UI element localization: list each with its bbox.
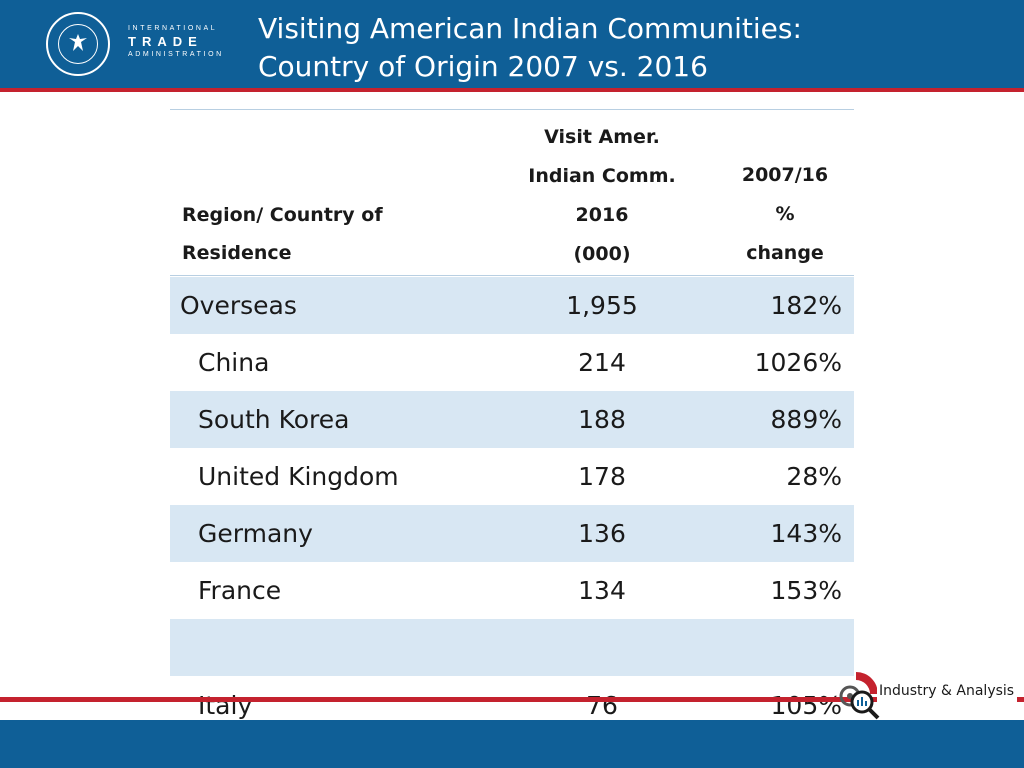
header-change-line: % [775,203,795,225]
page-title-line: Country of Origin 2007 vs. 2016 [258,50,708,83]
ita-wordmark-line: INTERNATIONAL [128,25,218,32]
industry-analysis-gear-magnifier-icon [839,672,880,720]
header-visits-line: (000) [573,243,631,265]
header-region-line: Region/ Country of [182,204,383,226]
cell-visits: 76 [586,691,618,720]
header-change: 2007/16 % change [718,156,852,273]
cell-visits: 178 [578,462,626,491]
header-accent-line [0,88,1024,92]
table-row: Italy 76 105% [170,677,854,734]
cell-region: Italy [198,691,253,720]
cell-region: China [198,348,270,377]
header-bar [0,0,1024,88]
page-title-line: Visiting American Indian Communities: [258,12,802,45]
cell-visits: 134 [578,576,626,605]
industry-analysis-brand-text: Industry & Analysis [877,680,1017,702]
table-header: Region/ Country of Residence Visit Amer.… [170,110,854,276]
cell-region: South Korea [198,405,350,434]
eagle-icon [69,34,87,51]
table-row: China 214 1026% [170,334,854,391]
cell-change: 182% [770,291,842,320]
ita-wordmark: INTERNATIONAL TRADE ADMINISTRATION [128,24,224,64]
cell-change: 105% [770,691,842,720]
cell-change: 153% [770,576,842,605]
cell-region: Germany [198,519,313,548]
cell-visits: 214 [578,348,626,377]
department-of-commerce-seal-icon [46,12,110,76]
cell-visits: 1,955 [566,291,638,320]
header-change-line: change [746,242,824,264]
table-row: United Kingdom 178 28% [170,448,854,505]
header-region-line: Residence [182,242,292,264]
cell-visits: 188 [578,405,626,434]
table-top-rule [170,109,854,110]
cell-region: Overseas [180,291,297,320]
cell-change: 28% [786,462,842,491]
table-row: South Korea 188 889% [170,391,854,448]
cell-change: 1026% [754,348,842,377]
ita-wordmark-line: TRADE [128,34,203,49]
header-visits-line: Indian Comm. [528,165,676,187]
cell-region: United Kingdom [198,462,399,491]
table-row: Overseas 1,955 182% [170,277,854,334]
header-visits-line: 2016 [575,204,629,226]
table-row: France 134 153% [170,562,854,619]
header-visits-line: Visit Amer. [544,126,660,148]
footer-bar [0,720,1024,768]
table-row: Germany 136 143% [170,505,854,562]
ita-wordmark-line: ADMINISTRATION [128,51,224,58]
page-title: Visiting American Indian Communities: Co… [258,10,958,86]
cell-change: 143% [770,519,842,548]
seal-inner-ring [58,24,98,64]
footer-accent-line [0,697,1024,702]
cell-region: France [198,576,282,605]
header-change-line: 2007/16 [741,164,829,186]
cell-visits: 136 [578,519,626,548]
header-visits: Visit Amer. Indian Comm. 2016 (000) [492,118,712,274]
table-row [170,619,854,676]
cell-change: 889% [770,405,842,434]
header-region: Region/ Country of Residence [182,196,482,272]
